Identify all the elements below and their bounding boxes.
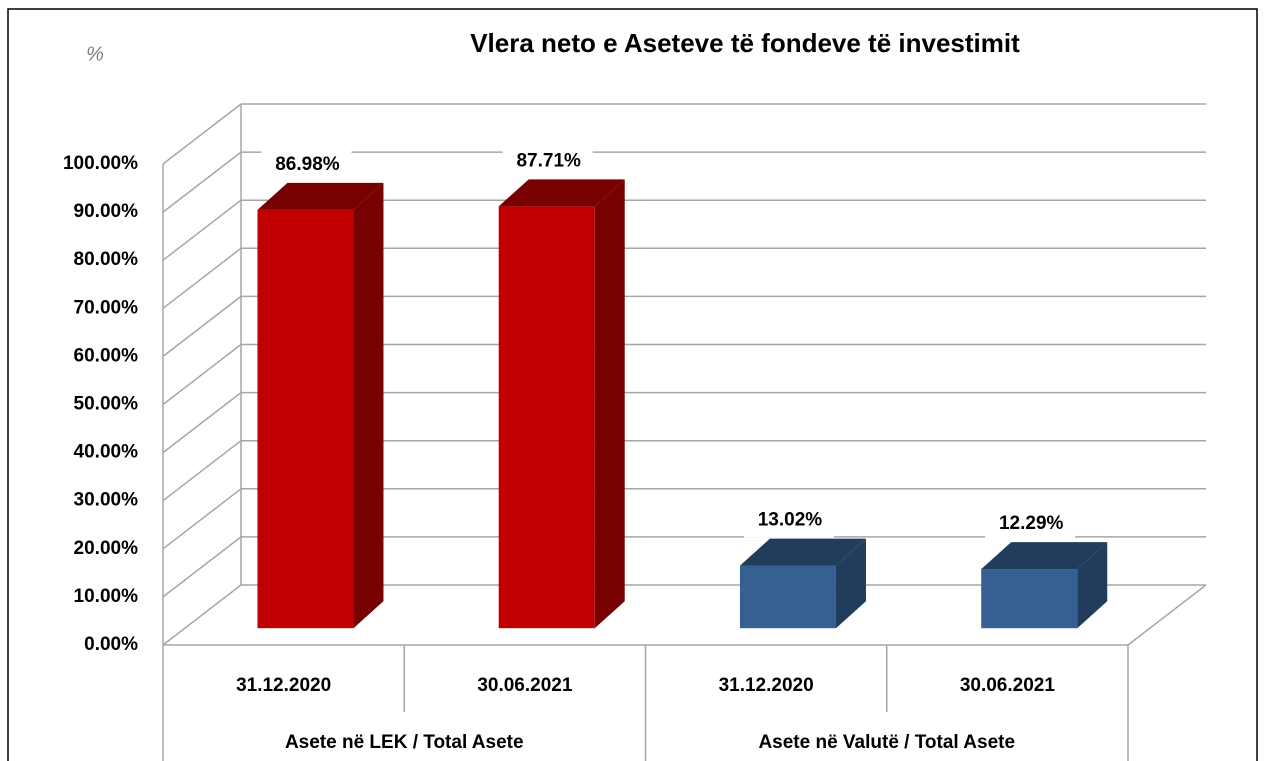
- y-tick-label: 20.00%: [74, 538, 139, 559]
- y-tick-label: 80.00%: [74, 249, 139, 270]
- x-tick-label: 30.06.2021: [960, 675, 1056, 696]
- bar: [739, 565, 836, 629]
- x-tick-label: 31.12.2020: [236, 675, 331, 696]
- value-label-bg: [985, 507, 1076, 542]
- value-label: 87.71%: [516, 150, 581, 171]
- bar-side: [1077, 542, 1108, 629]
- grid-line: [162, 295, 242, 357]
- grid-line: [162, 584, 242, 646]
- grid-line: [162, 151, 242, 213]
- bar-top: [257, 182, 384, 210]
- bar-top: [498, 179, 625, 207]
- bar: [981, 569, 1078, 629]
- y-tick-label: 30.00%: [74, 490, 139, 511]
- grid-line: [162, 343, 242, 406]
- value-label: 13.02%: [758, 510, 823, 531]
- y-tick-label: 100.00%: [63, 153, 138, 174]
- value-label: 86.98%: [275, 154, 340, 175]
- x-tick-label: 30.06.2021: [477, 675, 573, 696]
- value-label-bg: [261, 147, 352, 182]
- group-label: Asete në Valutë / Total Asete: [758, 732, 1015, 753]
- grid-line: [162, 103, 242, 165]
- bar-side: [594, 179, 625, 629]
- bar-side: [353, 182, 384, 629]
- value-label-bg: [743, 503, 834, 538]
- grid-line: [162, 199, 242, 261]
- grid-line: [162, 536, 242, 598]
- y-tick-label: 40.00%: [74, 442, 139, 463]
- bar: [257, 209, 354, 629]
- value-label-bg: [502, 144, 593, 179]
- y-axis-label: %: [86, 43, 104, 65]
- grid-line: [162, 440, 242, 502]
- x-tick-label: 31.12.2020: [719, 675, 814, 696]
- grid-line: [162, 247, 242, 309]
- value-label: 12.29%: [999, 513, 1064, 534]
- grid-line: [162, 488, 242, 550]
- y-tick-label: 10.00%: [74, 586, 139, 607]
- bar-top: [981, 542, 1108, 570]
- bar-top: [739, 538, 866, 566]
- y-tick-label: 0.00%: [84, 634, 138, 655]
- bar: [498, 206, 595, 629]
- grid-line: [162, 392, 242, 454]
- y-tick-label: 50.00%: [74, 394, 139, 415]
- floor-edge: [1127, 584, 1207, 646]
- chart-title: Vlera neto e Aseteve të fondeve të inves…: [470, 28, 1020, 58]
- y-tick-label: 90.00%: [74, 201, 139, 222]
- bar-side: [835, 538, 866, 629]
- group-label: Asete në LEK / Total Asete: [285, 732, 524, 753]
- y-tick-label: 60.00%: [74, 345, 139, 366]
- frame: [7, 8, 1258, 761]
- y-tick-label: 70.00%: [74, 297, 139, 318]
